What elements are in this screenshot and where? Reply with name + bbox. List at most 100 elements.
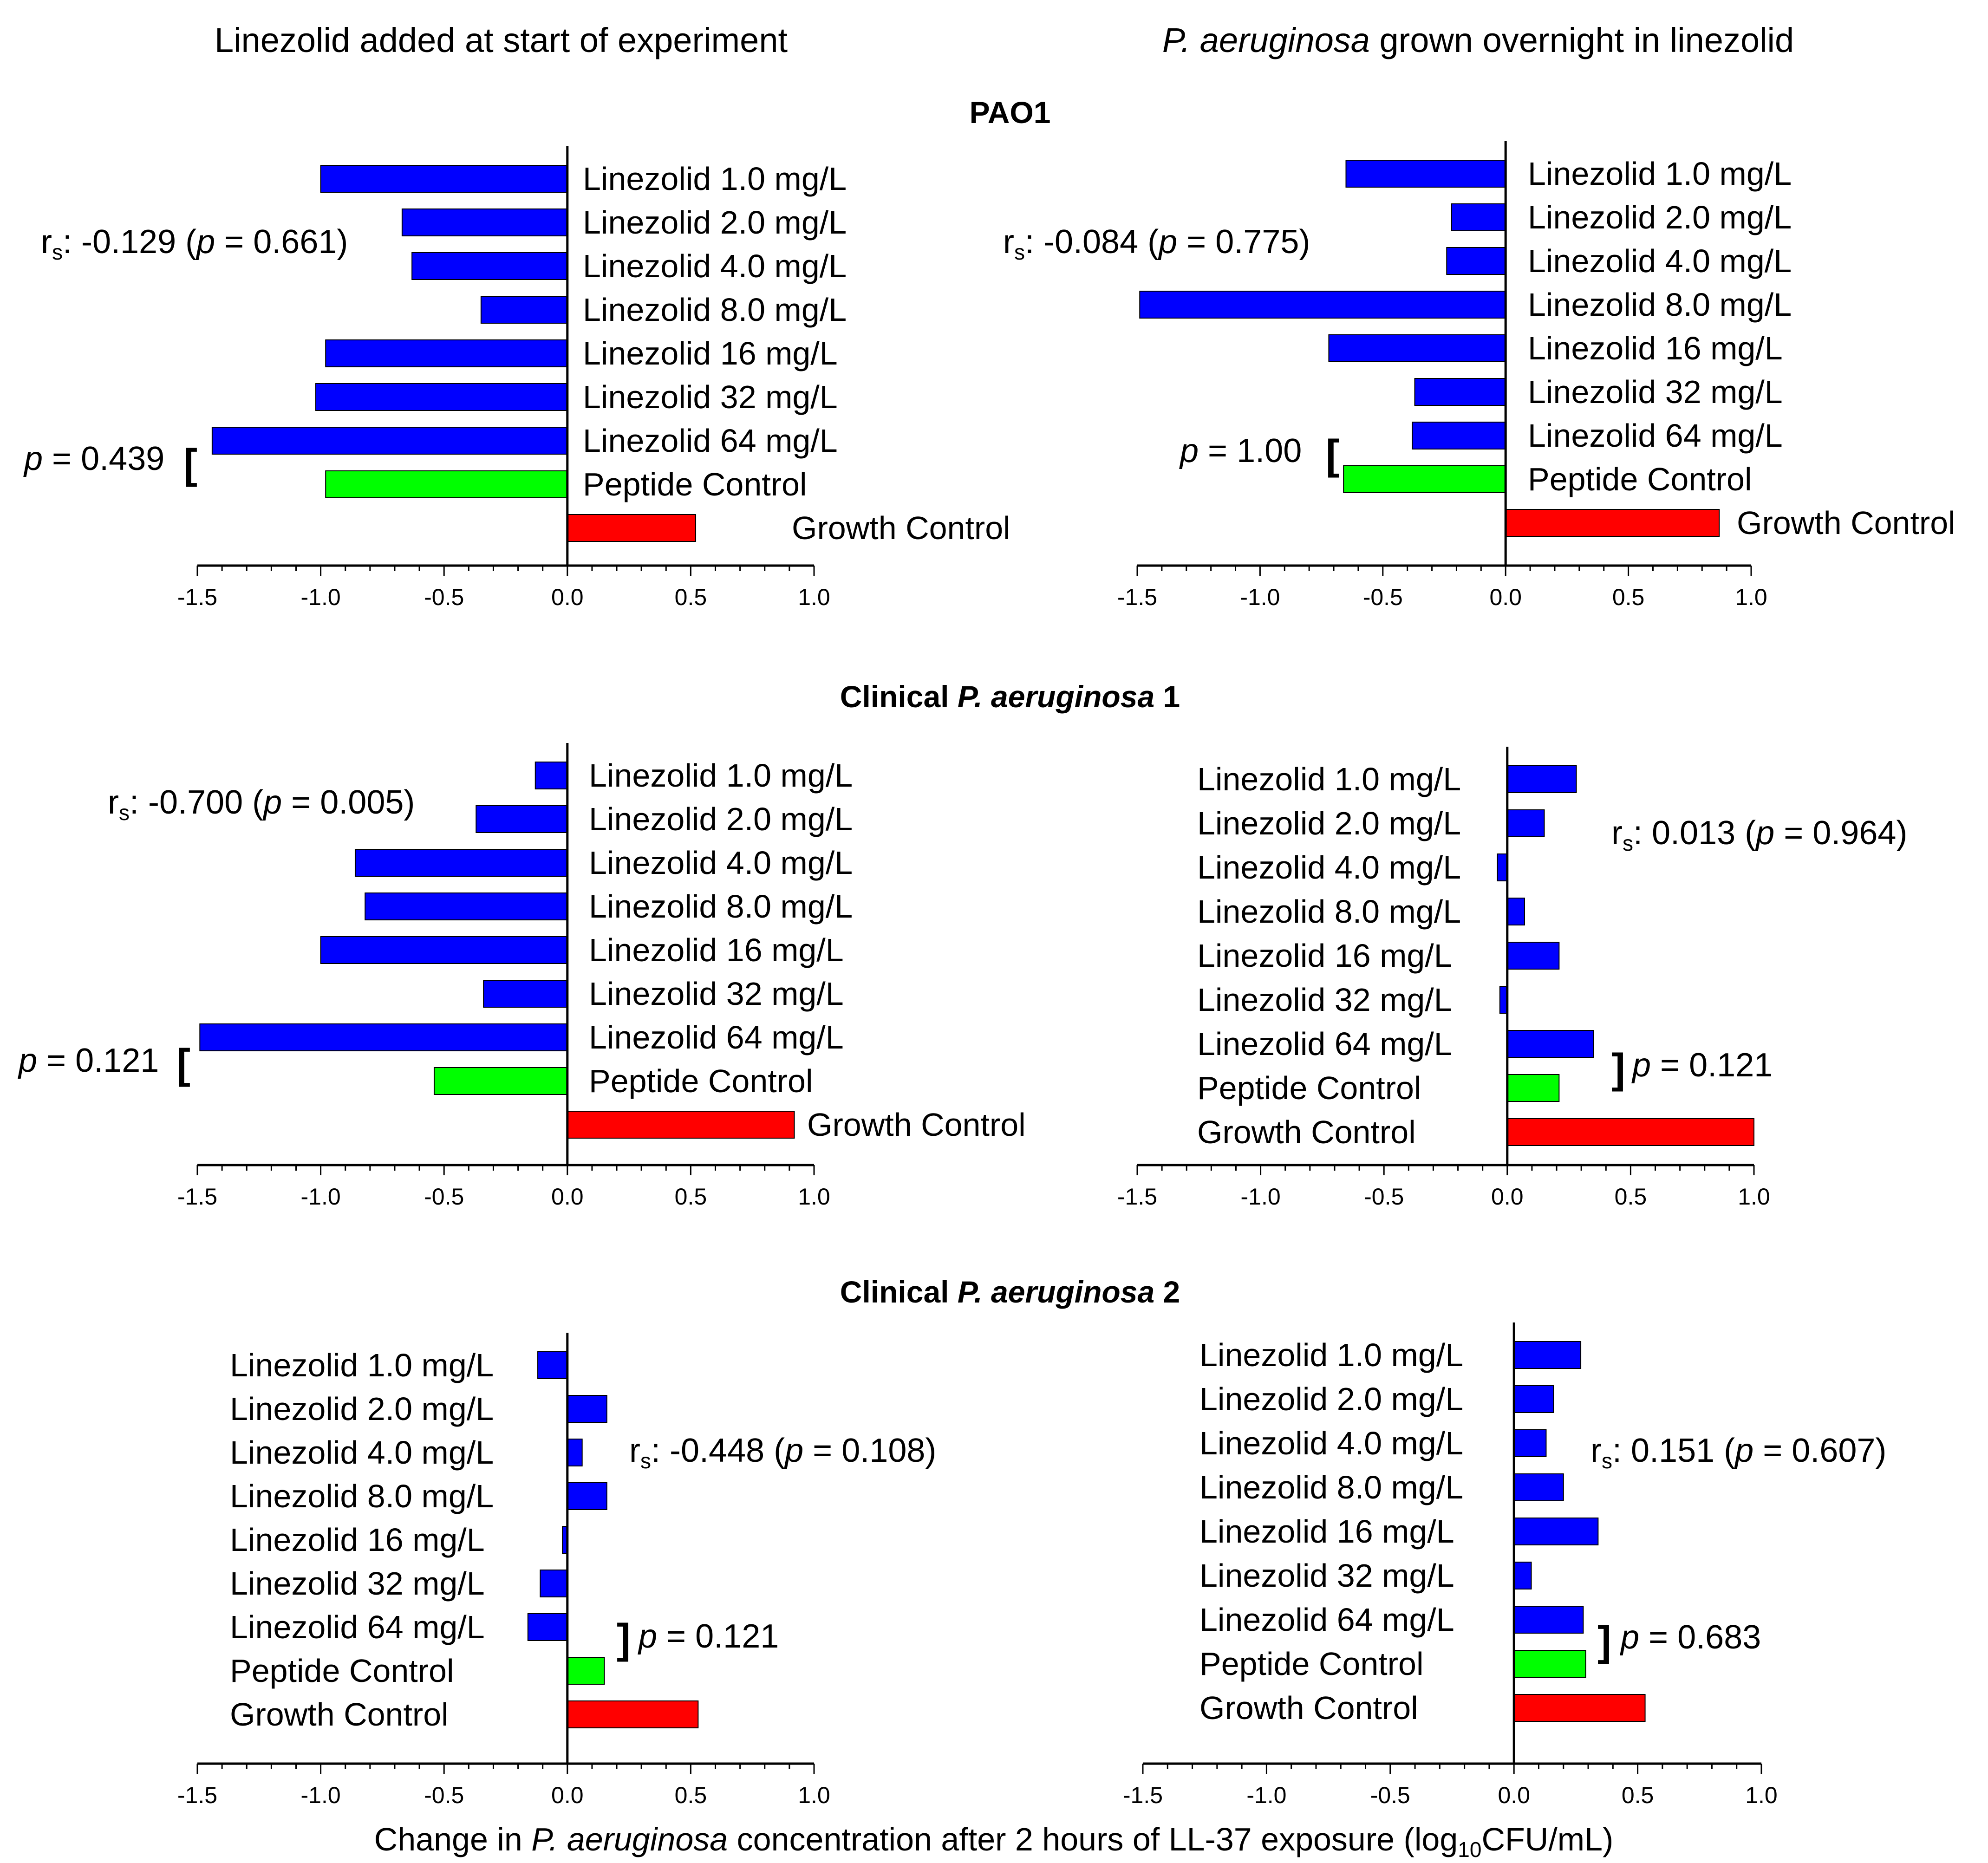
category-label-clin2-start-2: Linezolid 4.0 mg/L — [230, 1434, 494, 1471]
bar-clin2-start-7 — [567, 1657, 605, 1685]
bar-clin1-overnight-6 — [1506, 1030, 1594, 1058]
column-title-right: P. aeruginosa grown overnight in linezol… — [1162, 21, 1794, 59]
category-label-pao1-overnight-1: Linezolid 2.0 mg/L — [1528, 199, 1792, 235]
bar-clin2-overnight-0 — [1513, 1341, 1582, 1369]
category-label-clin1-start-7: Peptide Control — [589, 1063, 813, 1099]
p-value-clin2-overnight: p = 0.683 — [1620, 1619, 1761, 1656]
tick-label-clin2-start-3: 0.0 — [551, 1782, 584, 1808]
bar-pao1-start-3 — [480, 296, 568, 324]
category-label-clin2-overnight-7: Peptide Control — [1199, 1646, 1424, 1682]
bar-pao1-start-0 — [320, 165, 568, 193]
bar-pao1-start-2 — [411, 252, 568, 280]
category-label-pao1-overnight-7: Peptide Control — [1528, 461, 1752, 497]
tick-label-clin2-overnight-0: -1.5 — [1123, 1782, 1163, 1808]
tick-label-clin2-start-2: -0.5 — [424, 1782, 464, 1808]
bar-clin1-start-3 — [365, 892, 568, 920]
p-value-clin1-overnight: p = 0.121 — [1631, 1047, 1773, 1084]
category-label-clin1-overnight-7: Peptide Control — [1197, 1070, 1421, 1106]
category-label-pao1-overnight-5: Linezolid 32 mg/L — [1528, 374, 1783, 410]
category-label-clin1-overnight-5: Linezolid 32 mg/L — [1197, 982, 1452, 1018]
bar-pao1-overnight-4 — [1328, 334, 1506, 362]
category-label-clin2-start-6: Linezolid 64 mg/L — [230, 1609, 485, 1645]
bar-clin2-overnight-5 — [1513, 1562, 1532, 1589]
category-label-clin2-start-8: Growth Control — [230, 1696, 449, 1733]
bar-clin2-overnight-2 — [1513, 1429, 1547, 1457]
tick-label-pao1-overnight-0: -1.5 — [1117, 584, 1157, 610]
bar-pao1-start-6 — [211, 427, 568, 455]
bar-clin1-start-4 — [320, 936, 568, 964]
tick-label-pao1-start-5: 1.0 — [798, 584, 830, 610]
bar-clin1-start-8 — [567, 1111, 795, 1139]
bar-pao1-start-4 — [325, 339, 568, 367]
category-label-pao1-start-2: Linezolid 4.0 mg/L — [583, 248, 847, 284]
bar-clin1-overnight-1 — [1506, 809, 1545, 837]
bar-pao1-overnight-3 — [1139, 291, 1506, 319]
bar-clin2-start-0 — [537, 1351, 568, 1379]
tick-label-clin2-overnight-4: 0.5 — [1622, 1782, 1654, 1808]
category-label-pao1-overnight-8: Growth Control — [1737, 505, 1955, 541]
tick-label-clin2-start-5: 1.0 — [798, 1782, 830, 1808]
category-label-clin2-overnight-1: Linezolid 2.0 mg/L — [1199, 1381, 1463, 1417]
tick-label-clin2-overnight-2: -0.5 — [1370, 1782, 1410, 1808]
tick-label-clin1-start-2: -0.5 — [424, 1184, 464, 1210]
bar-clin2-start-1 — [567, 1395, 607, 1423]
category-label-clin1-start-0: Linezolid 1.0 mg/L — [589, 757, 853, 794]
tick-label-clin2-overnight-1: -1.0 — [1246, 1782, 1286, 1808]
spearman-clin1-start: rs: -0.700 (p = 0.005) — [108, 784, 415, 825]
bracket-clin1-overnight: ] — [1611, 1046, 1625, 1092]
bar-clin2-start-6 — [527, 1613, 568, 1641]
category-label-pao1-overnight-2: Linezolid 4.0 mg/L — [1528, 243, 1792, 279]
tick-label-pao1-start-2: -0.5 — [424, 584, 464, 610]
category-label-clin1-overnight-0: Linezolid 1.0 mg/L — [1197, 761, 1461, 797]
tick-label-clin1-start-1: -1.0 — [301, 1184, 341, 1210]
bar-clin1-start-7 — [433, 1067, 568, 1095]
category-label-clin1-overnight-3: Linezolid 8.0 mg/L — [1197, 893, 1461, 930]
bracket-pao1-start: [ — [183, 441, 197, 488]
bar-clin2-overnight-8 — [1513, 1694, 1646, 1722]
row-title-clinical-2: Clinical P. aeruginosa 2 — [840, 1275, 1180, 1309]
bar-clin1-overnight-4 — [1506, 942, 1560, 970]
tick-label-pao1-start-0: -1.5 — [177, 584, 217, 610]
category-label-clin2-overnight-5: Linezolid 32 mg/L — [1199, 1557, 1454, 1594]
category-label-pao1-start-8: Growth Control — [792, 510, 1010, 546]
category-label-clin2-overnight-6: Linezolid 64 mg/L — [1199, 1602, 1454, 1638]
category-label-clin1-overnight-6: Linezolid 64 mg/L — [1197, 1026, 1452, 1062]
panel-clinical-2-overnight: Linezolid 1.0 mg/L Linezolid 2.0 mg/L Line… — [1123, 1322, 1886, 1808]
tick-label-clin2-start-1: -1.0 — [301, 1782, 341, 1808]
category-label-pao1-overnight-6: Linezolid 64 mg/L — [1528, 417, 1783, 454]
bar-pao1-start-1 — [401, 208, 568, 236]
bar-clin1-start-1 — [476, 805, 568, 833]
bar-clin1-overnight-8 — [1506, 1118, 1755, 1146]
column-title-left: Linezolid added at start of experiment — [215, 21, 788, 59]
category-label-pao1-start-5: Linezolid 32 mg/L — [583, 379, 838, 415]
row-title-clinical-1: Clinical P. aeruginosa 1 — [840, 679, 1180, 714]
bar-clin2-start-5 — [540, 1570, 568, 1597]
bar-clin1-overnight-7 — [1506, 1074, 1560, 1102]
bar-clin2-overnight-7 — [1513, 1650, 1586, 1678]
spearman-clin2-overnight: rs: 0.151 (p = 0.607) — [1590, 1432, 1886, 1473]
category-label-clin2-start-7: Peptide Control — [230, 1653, 454, 1689]
spearman-pao1-overnight: rs: -0.084 (p = 0.775) — [1003, 223, 1310, 264]
tick-label-clin1-start-5: 1.0 — [798, 1184, 830, 1210]
tick-label-clin1-overnight-3: 0.0 — [1491, 1184, 1524, 1210]
category-label-clin1-start-5: Linezolid 32 mg/L — [589, 976, 844, 1012]
category-label-clin1-start-8: Growth Control — [807, 1107, 1026, 1143]
category-label-clin1-start-4: Linezolid 16 mg/L — [589, 932, 844, 968]
bar-pao1-start-7 — [325, 470, 568, 498]
bracket-clin2-overnight: ] — [1597, 1618, 1611, 1665]
spearman-clin2-start: rs: -0.448 (p = 0.108) — [629, 1432, 936, 1473]
bar-pao1-overnight-1 — [1451, 203, 1506, 231]
bar-clin1-overnight-0 — [1506, 765, 1577, 793]
x-axis-label: Change in P. aeruginosa concentration af… — [374, 1821, 1614, 1862]
category-label-pao1-start-6: Linezolid 64 mg/L — [583, 423, 838, 459]
bar-clin2-overnight-4 — [1513, 1518, 1599, 1545]
tick-label-clin2-overnight-3: 0.0 — [1498, 1782, 1530, 1808]
bracket-clin1-start: [ — [176, 1041, 190, 1088]
tick-label-pao1-overnight-5: 1.0 — [1735, 584, 1767, 610]
tick-label-clin1-start-3: 0.0 — [551, 1184, 584, 1210]
tick-label-pao1-start-1: -1.0 — [301, 584, 341, 610]
bar-pao1-overnight-0 — [1345, 160, 1506, 188]
p-value-pao1-start: p = 0.439 — [23, 440, 164, 477]
category-label-clin2-overnight-4: Linezolid 16 mg/L — [1199, 1513, 1454, 1550]
